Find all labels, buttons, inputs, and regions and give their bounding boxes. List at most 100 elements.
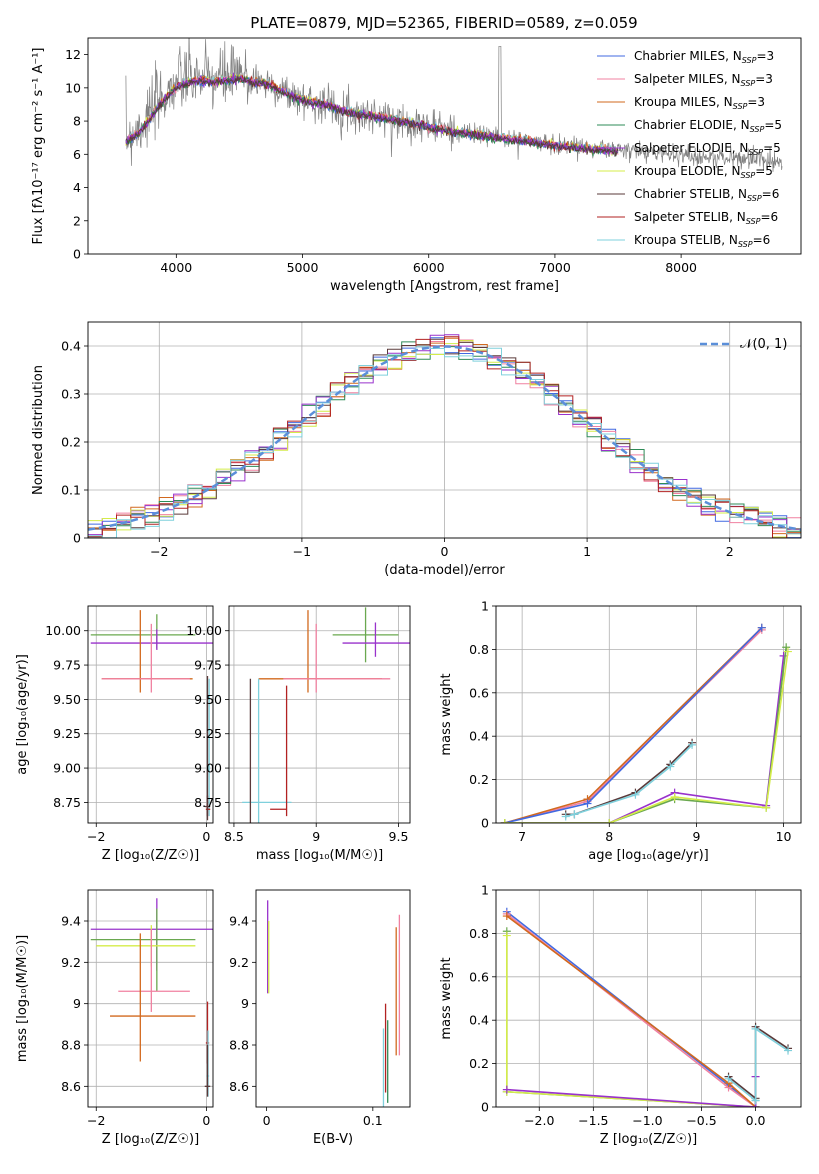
y-tick-label: 0.3 bbox=[61, 387, 81, 402]
y-tick-label: 0.4 bbox=[469, 1013, 489, 1028]
x-tick-label: −2 bbox=[150, 544, 168, 559]
x-axis-label: E(B-V) bbox=[313, 1132, 353, 1147]
x-tick-label: 9 bbox=[692, 829, 700, 844]
y-tick-label: 9.75 bbox=[194, 658, 222, 673]
weight-marker bbox=[631, 790, 640, 799]
x-axis-label: wavelength [Angstrom, rest frame] bbox=[330, 279, 559, 294]
y-tick-label: 0.2 bbox=[469, 772, 489, 787]
gaussian-curve bbox=[88, 345, 801, 531]
x-tick-label: 0 bbox=[263, 1113, 271, 1128]
data-point bbox=[110, 933, 196, 1062]
chart-mass-Z: −2 0 8.6 8.8 9 9.2 9.4 Z [log₁₀(Z/Z☉)] mass [log… bbox=[15, 889, 214, 1147]
axes-frame bbox=[87, 605, 214, 824]
weight-marker bbox=[688, 740, 697, 749]
y-tick-label: 9.4 bbox=[229, 914, 249, 929]
y-axis-label: Flux [fλ10⁻¹⁷ erg cm⁻² s⁻¹ A⁻¹] bbox=[31, 48, 46, 245]
x-tick-label: −1 bbox=[293, 544, 311, 559]
y-tick-label: 0 bbox=[481, 1100, 489, 1115]
weight-series bbox=[505, 931, 757, 1107]
chart-age-Z: −2 0 8.75 9.00 9.25 9.50 9.75 10.00 Z [log₁₀(Z/Z… bbox=[15, 605, 214, 863]
x-tick-label: −2.0 bbox=[524, 1113, 554, 1128]
x-axis-label: Z [log₁₀(Z/Z☉)] bbox=[102, 848, 199, 863]
x-tick-label: 7000 bbox=[539, 260, 571, 275]
weight-marker bbox=[570, 810, 579, 819]
weight-marker bbox=[670, 792, 679, 801]
x-tick-label: 0 bbox=[202, 829, 210, 844]
plot-area bbox=[267, 900, 401, 1107]
weight-marker bbox=[500, 819, 509, 823]
x-axis-label: (data-model)/error bbox=[384, 563, 505, 578]
legend-label: Salpeter ELODIE, NSSP=5 bbox=[634, 141, 781, 157]
weight-marker bbox=[751, 1024, 760, 1033]
data-point bbox=[204, 676, 211, 821]
weight-marker bbox=[779, 651, 788, 660]
x-axis-label: mass [log₁₀(M/M☉)] bbox=[256, 848, 383, 863]
x-tick-label: 0.1 bbox=[363, 1113, 383, 1128]
y-tick-label: 9 bbox=[73, 996, 81, 1011]
data-point bbox=[283, 623, 391, 693]
weight-marker bbox=[757, 623, 766, 632]
model-spectrum bbox=[125, 76, 619, 157]
y-tick-label: 0.8 bbox=[469, 642, 489, 657]
plot-area bbox=[125, 38, 783, 172]
y-axis-label: mass weight bbox=[439, 673, 454, 755]
chart-residuals: −2 −1 0 1 2 0 0.1 0.2 0.3 0.4 (data-model)/error No… bbox=[31, 321, 802, 578]
figure-title: PLATE=0879, MJD=52365, FIBERID=0589, z=0… bbox=[250, 14, 637, 32]
x-tick-label: −2 bbox=[87, 1113, 105, 1128]
y-tick-label: 8.75 bbox=[194, 795, 222, 810]
weight-series bbox=[565, 744, 693, 818]
x-tick-label: 2 bbox=[726, 544, 734, 559]
y-tick-label: 9.00 bbox=[53, 761, 81, 776]
data-point bbox=[90, 629, 213, 650]
y-tick-label: 8.6 bbox=[229, 1079, 249, 1094]
y-tick-label: 12 bbox=[65, 47, 81, 62]
data-point bbox=[96, 925, 196, 967]
plot-area bbox=[500, 623, 792, 823]
data-point bbox=[242, 678, 292, 823]
weight-series bbox=[505, 935, 756, 1107]
data-point bbox=[90, 908, 196, 992]
x-tick-label: 9 bbox=[312, 829, 320, 844]
y-tick-label: 8.75 bbox=[53, 795, 81, 810]
y-tick-label: 9.50 bbox=[53, 692, 81, 707]
chart-age-mass: 8.5 9 9.5 8.75 9.00 9.25 9.50 9.75 10.00 mass [lo… bbox=[186, 605, 411, 863]
y-tick-label: 8 bbox=[73, 114, 81, 129]
x-tick-label: 8 bbox=[605, 829, 613, 844]
x-axis-label: age [log₁₀(age/yr)] bbox=[588, 848, 709, 863]
data-point bbox=[101, 610, 193, 693]
axes-frame bbox=[87, 321, 802, 539]
data-point bbox=[332, 607, 399, 663]
y-tick-label: 1 bbox=[481, 883, 489, 898]
legend-label: 𝒩(0, 1) bbox=[740, 337, 787, 352]
y-tick-label: 0 bbox=[481, 816, 489, 831]
y-tick-label: 9.75 bbox=[53, 658, 81, 673]
data-point bbox=[204, 1045, 211, 1097]
y-tick-label: 2 bbox=[73, 213, 81, 228]
data-point bbox=[90, 898, 213, 971]
axes-frame bbox=[228, 605, 411, 824]
data-point bbox=[270, 685, 288, 817]
legend-label: Salpeter STELIB, NSSP=6 bbox=[634, 210, 778, 226]
axes-frame bbox=[87, 889, 214, 1108]
weight-marker bbox=[783, 647, 792, 656]
weight-series bbox=[504, 655, 785, 823]
y-tick-label: 1 bbox=[481, 599, 489, 614]
x-tick-label: 8000 bbox=[665, 260, 697, 275]
y-axis-label: Normed distribution bbox=[31, 365, 46, 495]
weight-series bbox=[727, 1027, 789, 1103]
legend: 𝒩(0, 1) bbox=[700, 337, 787, 352]
weight-marker bbox=[502, 912, 511, 921]
chart-spectrum: 4000 5000 6000 7000 8000 0 2 4 6 8 10 12 wavelength … bbox=[31, 37, 802, 294]
data-point bbox=[258, 610, 383, 693]
y-tick-label: 9.2 bbox=[229, 955, 249, 970]
x-tick-label: 0 bbox=[202, 1113, 210, 1128]
axes-frame bbox=[495, 889, 802, 1108]
y-tick-label: 9.00 bbox=[194, 761, 222, 776]
y-tick-label: 0.8 bbox=[469, 926, 489, 941]
y-tick-label: 8.6 bbox=[61, 1079, 81, 1094]
y-tick-label: 10.00 bbox=[45, 623, 81, 638]
data-point bbox=[101, 623, 190, 693]
x-tick-label: 6000 bbox=[413, 260, 445, 275]
legend: Chabrier MILES, NSSP=3 Salpeter MILES, NS… bbox=[597, 49, 782, 249]
